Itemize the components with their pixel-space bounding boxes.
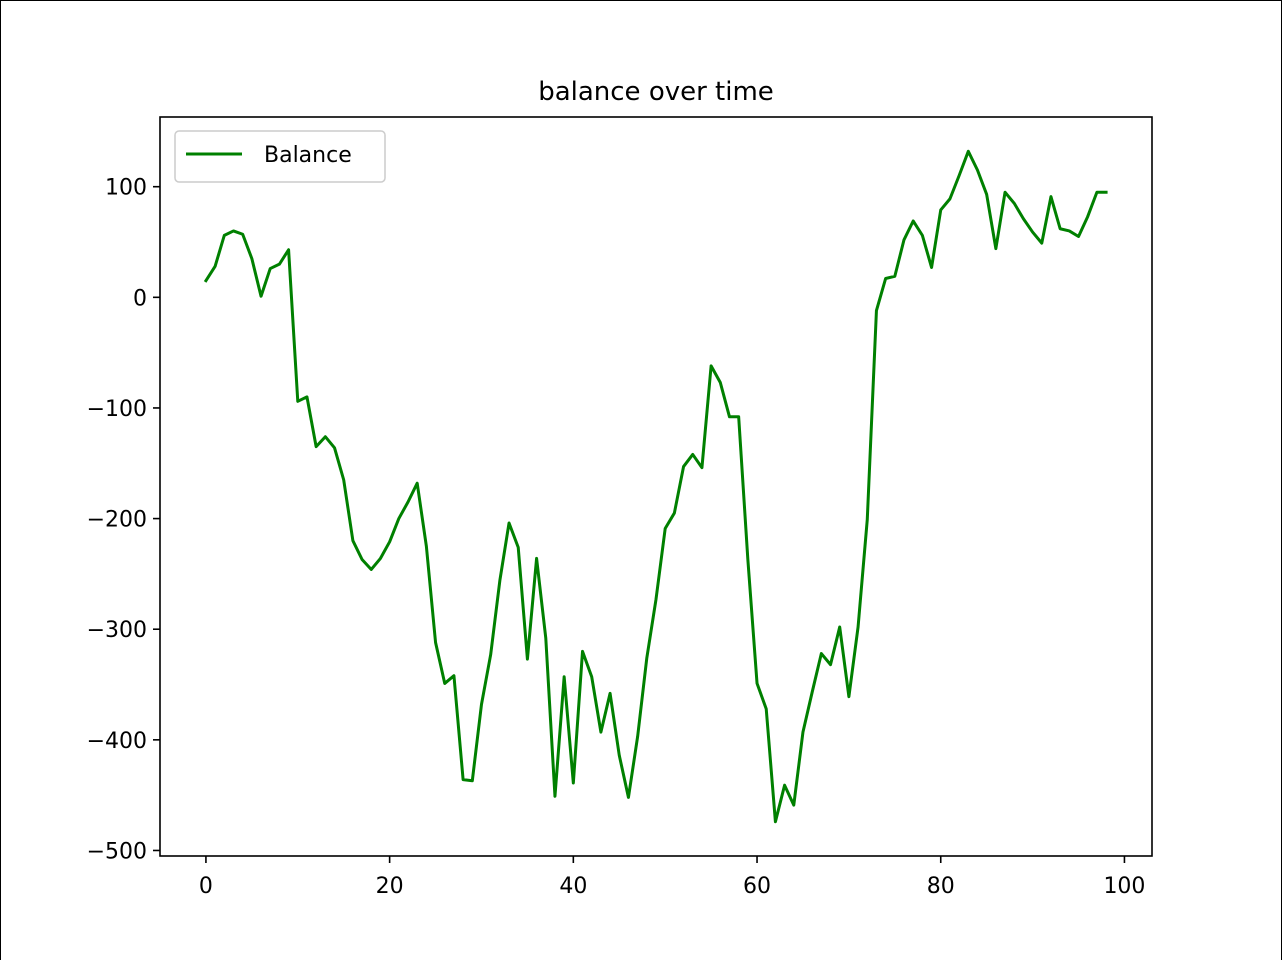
- image-border-left: [0, 0, 1, 960]
- series-line-balance: [203, 149, 1108, 824]
- legend: Balance: [174, 130, 386, 183]
- chart-title: balance over time: [538, 77, 774, 107]
- y-tick-label: 0: [133, 286, 147, 311]
- y-tick-label: 100: [105, 176, 147, 201]
- y-tick-label: −300: [87, 618, 147, 643]
- y-tick-label: −400: [87, 729, 147, 754]
- image-border-top: [0, 0, 1282, 1]
- x-tick-label: 40: [559, 874, 587, 899]
- x-tick-label: 100: [1103, 874, 1145, 899]
- x-tick-label: 0: [199, 874, 213, 899]
- legend-label-balance: Balance: [264, 143, 352, 168]
- x-tick-label: 20: [376, 874, 404, 899]
- y-tick-label: −200: [87, 508, 147, 533]
- x-tick-label: 60: [743, 874, 771, 899]
- legend-box: [174, 130, 386, 183]
- plot-area-frame: [159, 116, 1153, 857]
- y-tick-label: −100: [87, 397, 147, 422]
- x-tick-label: 80: [927, 874, 955, 899]
- y-tick-label: −500: [87, 839, 147, 864]
